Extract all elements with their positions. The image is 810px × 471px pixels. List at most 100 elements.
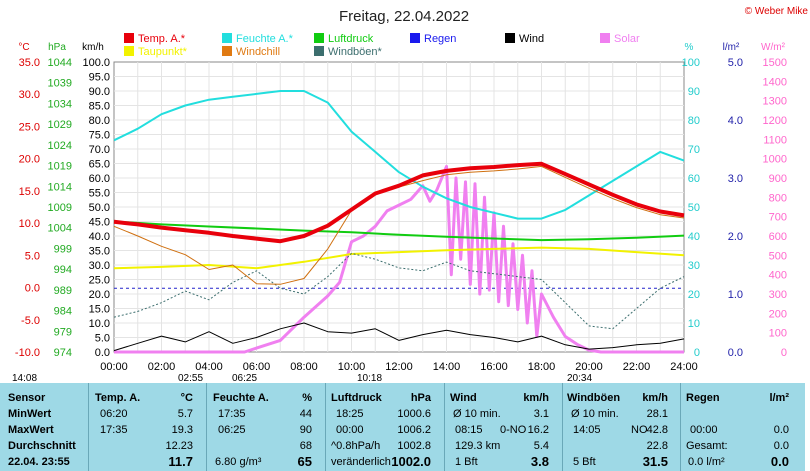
rain-unit: l/m² [769, 392, 789, 404]
axis-tick-label: 0.0 [728, 347, 743, 359]
axis-unit-label: W/m² [761, 42, 786, 53]
axis-tick-label: 1014 [48, 181, 72, 193]
axis-tick-label: 70.0 [89, 144, 110, 156]
rain-header: Regen [686, 392, 720, 404]
temp-avg-value: 12.23 [165, 440, 193, 452]
pressure-max-time: 00:00 [336, 424, 364, 436]
x-tick-label: 22:00 [623, 361, 651, 373]
humidity-min-time: 17:35 [218, 408, 246, 420]
x-tick-label: 14:00 [433, 361, 461, 373]
legend-label: Luftdruck [328, 33, 374, 45]
axis-tick-label: 1024 [48, 140, 72, 152]
axis-tick-label: 85.0 [89, 101, 110, 113]
gust-max-value: 42.8 [646, 424, 668, 436]
axis-tick-label: 25.0 [19, 121, 40, 133]
axis-unit-label: % [685, 42, 694, 53]
axis-tick-label: 95.0 [89, 72, 110, 84]
temp-min-time: 06:20 [100, 408, 128, 420]
legend-label: Windchill [236, 46, 280, 58]
axis-tick-label: 20 [688, 289, 700, 301]
gust-avg10-value: 28.1 [646, 408, 668, 420]
x-tick-label: 20:00 [575, 361, 603, 373]
gust-header: Windböen [567, 392, 621, 404]
x-tick-label: 10:00 [338, 361, 366, 373]
axis-tick-label: 65.0 [89, 159, 110, 171]
temp-unit: °C [180, 392, 193, 404]
axis-tick-label: 5.0 [728, 57, 743, 69]
temp-min-value: 5.7 [177, 408, 193, 420]
column-divider [680, 383, 681, 471]
axis-tick-label: 994 [54, 264, 72, 276]
wind-avg-value: 5.4 [533, 440, 549, 452]
x-tick-label: 04:00 [195, 361, 223, 373]
wind-current-value: 3.8 [530, 454, 549, 469]
x-tick-label: 24:00 [670, 361, 698, 373]
axis-tick-label: 900 [769, 173, 787, 185]
weather-chart: Freitag, 22.04.2022 © Weber Mike Temp. A… [12, 6, 808, 383]
axis-tick-label: 400 [769, 270, 787, 282]
chart-legend: Temp. A.* Feuchte A.* Luftdruck Regen Wind So… [124, 33, 640, 58]
axis-tick-label: 1000 [763, 154, 787, 166]
pressure-min-value: 1000.6 [397, 408, 431, 420]
axis-tick-label: 30.0 [19, 89, 40, 101]
column-divider [325, 383, 326, 471]
axis-tick-label: 60.0 [89, 173, 110, 185]
rain-total-value: 0.0 [773, 440, 789, 452]
rain-max-value: 0.0 [773, 424, 789, 436]
wind-unit: km/h [523, 392, 549, 404]
legend-label: Solar [614, 33, 640, 45]
humidity-header: Feuchte A. [213, 392, 269, 404]
axis-tick-label: 80 [688, 115, 700, 127]
axis-tick-label: 300 [769, 289, 787, 301]
wind-max-direction: 0-NO [500, 424, 527, 436]
axis-tick-label: 5.0 [95, 333, 110, 345]
axis-tick-label: 90.0 [89, 86, 110, 98]
axis-tick-label: 1100 [763, 134, 787, 146]
axis-tick-label: 700 [769, 212, 787, 224]
legend-swatch [222, 33, 232, 43]
legend-label: Taupunkt* [138, 46, 188, 58]
axis-tick-label: 1004 [48, 223, 72, 235]
axis-tick-label: 500 [769, 250, 787, 262]
wind-beaufort: 1 Bft [455, 456, 478, 468]
legend-swatch [410, 33, 420, 43]
axis-tick-label: 1400 [763, 76, 787, 88]
pressure-unit: hPa [410, 392, 431, 404]
legend-swatch [314, 46, 324, 56]
axis-tick-label: 800 [769, 192, 787, 204]
legend-swatch [222, 46, 232, 56]
axis-tick-label: 1500 [763, 57, 787, 69]
axis-tick-label: 1034 [48, 98, 72, 110]
pressure-current-value: 1002.0 [391, 454, 431, 469]
axis-unit-label: l/m² [723, 42, 740, 53]
axis-tick-label: 15.0 [89, 304, 110, 316]
axis-tick-label: 20.0 [19, 154, 40, 166]
axis-tick-label: 90 [688, 86, 700, 98]
pressure-trend: ^0.8hPa/h [331, 440, 381, 452]
series-line [114, 164, 684, 354]
axis-tick-label: 1200 [763, 115, 787, 127]
temp-max-value: 19.3 [171, 424, 193, 436]
x-tick-label: 16:00 [480, 361, 508, 373]
axis-tick-label: 1.0 [728, 289, 743, 301]
column-divider [206, 383, 207, 471]
x-tick-label: 06:00 [243, 361, 271, 373]
row-label-sensor: Sensor [8, 392, 46, 404]
axis-tick-label: 3.0 [728, 173, 743, 185]
axis-tick-label: 0.0 [25, 283, 40, 295]
rain-rate: 0.0 l/m² [688, 456, 725, 468]
wind-avg10-label: Ø 10 min. [453, 408, 501, 420]
axis-tick-label: 1044 [48, 57, 72, 69]
axis-tick-label: 100 [769, 328, 787, 340]
axis-unit-labels: °C hPa km/h% l/m² W/m² [18, 42, 785, 53]
legend-swatch [124, 33, 134, 43]
axis-tick-label: 600 [769, 231, 787, 243]
gust-max-direction: NO [631, 424, 648, 436]
time-mark: 02:55 [178, 373, 203, 383]
axis-tick-label: 20.0 [89, 289, 110, 301]
legend-label: Wind [519, 33, 544, 45]
x-tick-label: 00:00 [100, 361, 128, 373]
rain-max-time: 00:00 [690, 424, 718, 436]
series-line [113, 220, 685, 242]
temp-header: Temp. A. [95, 392, 141, 404]
